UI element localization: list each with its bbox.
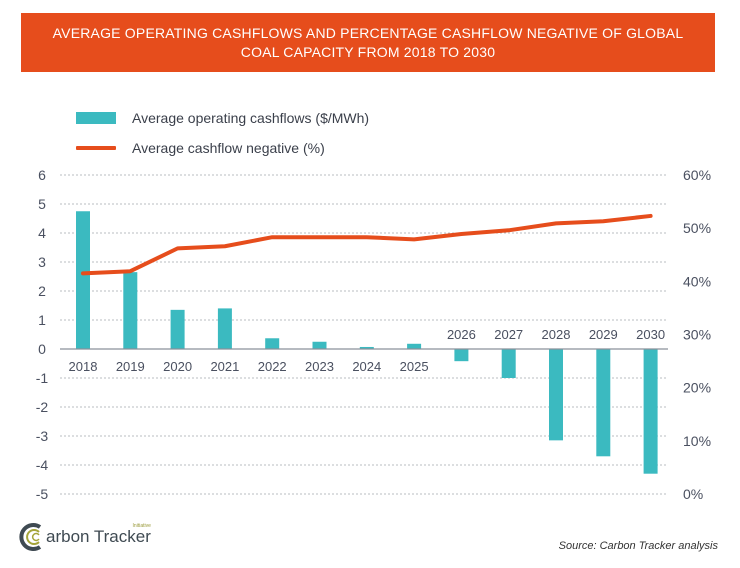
x-axis-label-2021: 2021 [210, 359, 239, 374]
right-axis-tick-label: 30% [683, 327, 711, 343]
right-axis-tick-label: 40% [683, 273, 711, 289]
x-axis-label-2024: 2024 [352, 359, 381, 374]
chart-title-banner: AVERAGE OPERATING CASHFLOWS AND PERCENTA… [21, 13, 715, 72]
source-note: Source: Carbon Tracker analysis [558, 540, 718, 552]
left-axis-tick-label: -3 [36, 428, 49, 444]
right-axis-tick-label: 60% [683, 167, 711, 183]
bars [76, 211, 658, 474]
bar-2030 [643, 349, 658, 474]
bar-2019 [123, 272, 138, 349]
left-axis-tick-label: -4 [36, 457, 49, 473]
bar-2021 [217, 308, 232, 349]
bar-2022 [265, 338, 280, 349]
carbon-tracker-logo-icon [19, 523, 42, 551]
left-axis-tick-label: 5 [38, 196, 46, 212]
x-axis-labels: 2018 2019 2020 2021 2022 2023 2024 2025 2026 2027… [69, 327, 666, 374]
left-axis-tick-label: -1 [36, 370, 49, 386]
legend-bar-swatch [76, 112, 116, 124]
left-axis-ticks: 6 5 4 3 2 1 0 -1 -2 -3 -4 -5 [36, 167, 49, 502]
x-axis-label-2023: 2023 [305, 359, 334, 374]
bar-2029 [596, 349, 611, 457]
x-axis-label-2025: 2025 [400, 359, 429, 374]
left-axis-tick-label: 4 [38, 225, 46, 241]
logo-text: arbon Tracker Initiative [46, 523, 151, 547]
cashflow-negative-line [81, 213, 653, 276]
left-axis-tick-label: 0 [38, 341, 46, 357]
bar-2020 [170, 309, 185, 349]
left-axis-tick-label: -2 [36, 399, 49, 415]
logo-wordmark: arbon Tracker [46, 527, 151, 546]
bar-2026 [454, 349, 469, 362]
left-axis-tick-label: 3 [38, 254, 46, 270]
bar-2023 [312, 341, 327, 349]
x-axis-label-2018: 2018 [69, 359, 98, 374]
legend-item-line: Average cashflow negative (%) [76, 133, 369, 163]
right-axis-tick-label: 10% [683, 433, 711, 449]
x-axis-label-2022: 2022 [258, 359, 287, 374]
bar-2027 [501, 349, 516, 378]
left-axis-tick-label: 2 [38, 283, 46, 299]
left-axis-tick-label: -5 [36, 486, 49, 502]
x-axis-label-2029: 2029 [589, 327, 618, 342]
x-axis-label-2030: 2030 [636, 327, 665, 342]
logo-subtext: Initiative [132, 523, 151, 529]
bar-2024 [359, 346, 374, 349]
x-axis-label-2026: 2026 [447, 327, 476, 342]
legend-bar-label: Average operating cashflows ($/MWh) [132, 110, 370, 126]
x-axis-label-2027: 2027 [494, 327, 523, 342]
bar-2025 [407, 343, 422, 349]
legend-line-swatch [76, 146, 116, 150]
left-axis-tick-label: 1 [38, 312, 46, 328]
chart-title-line-2: COAL CAPACITY FROM 2018 TO 2030 [240, 43, 496, 60]
left-axis-tick-label: 6 [38, 167, 46, 183]
legend: Average operating cashflows ($/MWh) Aver… [76, 103, 369, 163]
x-axis-label-2020: 2020 [163, 359, 192, 374]
gridlines [60, 174, 668, 495]
legend-line-label: Average cashflow negative (%) [132, 140, 325, 156]
right-axis-tick-label: 20% [683, 380, 711, 396]
legend-item-bars: Average operating cashflows ($/MWh) [76, 103, 369, 133]
chart-title-line-1: AVERAGE OPERATING CASHFLOWS AND PERCENTA… [52, 24, 684, 41]
x-axis-label-2028: 2028 [542, 327, 571, 342]
bar-2028 [549, 349, 563, 441]
right-axis-tick-label: 0% [683, 486, 703, 502]
x-axis-label-2019: 2019 [116, 359, 145, 374]
carbon-tracker-logo: arbon Tracker Initiative [18, 522, 151, 552]
right-axis-ticks: 60% 50% 40% 30% 20% 10% 0% [683, 167, 711, 502]
bar-2018 [76, 211, 90, 349]
right-axis-tick-label: 50% [683, 220, 711, 236]
